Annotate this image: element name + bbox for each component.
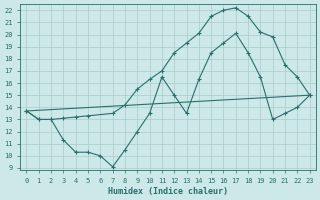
X-axis label: Humidex (Indice chaleur): Humidex (Indice chaleur): [108, 187, 228, 196]
